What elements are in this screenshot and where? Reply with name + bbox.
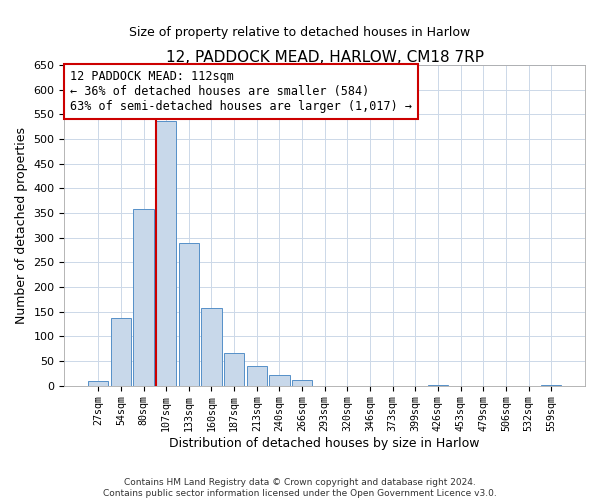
Bar: [156, 121, 176, 386]
Bar: [247, 366, 267, 386]
Bar: [269, 375, 290, 386]
Bar: [541, 384, 562, 386]
Bar: [133, 209, 154, 386]
Bar: [201, 308, 221, 386]
Y-axis label: Number of detached properties: Number of detached properties: [15, 127, 28, 324]
Bar: [111, 318, 131, 386]
Text: Contains HM Land Registry data © Crown copyright and database right 2024.
Contai: Contains HM Land Registry data © Crown c…: [103, 478, 497, 498]
Bar: [179, 242, 199, 386]
Title: 12, PADDOCK MEAD, HARLOW, CM18 7RP: 12, PADDOCK MEAD, HARLOW, CM18 7RP: [166, 50, 484, 65]
Bar: [224, 352, 244, 386]
Bar: [292, 380, 312, 386]
Text: 12 PADDOCK MEAD: 112sqm
← 36% of detached houses are smaller (584)
63% of semi-d: 12 PADDOCK MEAD: 112sqm ← 36% of detache…: [70, 70, 412, 113]
Text: Size of property relative to detached houses in Harlow: Size of property relative to detached ho…: [130, 26, 470, 39]
Bar: [88, 381, 109, 386]
X-axis label: Distribution of detached houses by size in Harlow: Distribution of detached houses by size …: [169, 437, 480, 450]
